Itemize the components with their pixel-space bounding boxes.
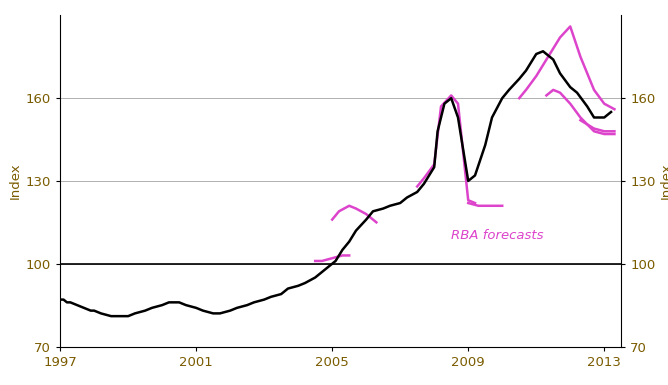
Text: RBA forecasts: RBA forecasts (451, 229, 544, 242)
Y-axis label: Index: Index (9, 162, 21, 199)
Y-axis label: Index: Index (660, 162, 668, 199)
